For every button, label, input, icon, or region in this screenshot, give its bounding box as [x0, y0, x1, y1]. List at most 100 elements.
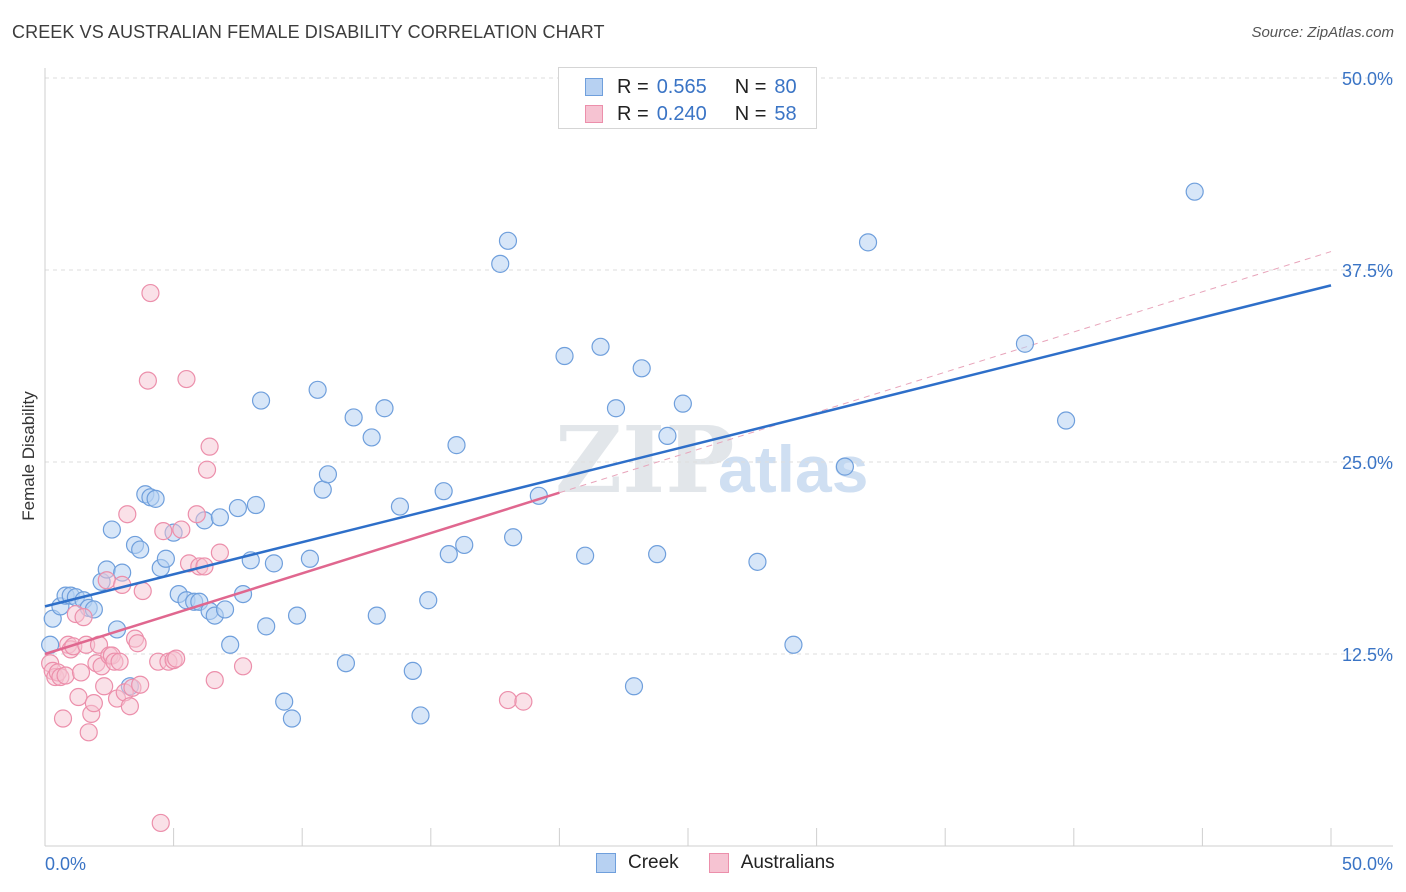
creek-point — [367, 606, 386, 625]
australians-point — [120, 697, 139, 716]
australians-point — [118, 505, 137, 524]
creek-point — [591, 337, 610, 356]
australians-point — [210, 543, 229, 562]
creek-point — [434, 482, 453, 501]
australians-point — [128, 634, 147, 653]
creek-point — [606, 399, 626, 418]
australians-point — [84, 694, 103, 713]
australians-point — [53, 709, 73, 728]
creek-swatch — [585, 78, 603, 96]
watermark-zip: ZIP — [555, 406, 734, 514]
creek-point — [784, 635, 803, 654]
australians-r-value: 0.240 — [656, 102, 707, 125]
x-tick-label-min: 0.0% — [45, 854, 86, 874]
australians-point — [514, 692, 533, 711]
creek-point — [275, 692, 294, 711]
australians-point — [197, 460, 217, 479]
creek-point — [447, 436, 466, 455]
y-tick-label: 12.5% — [1342, 645, 1393, 665]
australians-point — [498, 690, 518, 710]
creek-trend-line — [44, 284, 1332, 608]
creek-point — [282, 709, 302, 728]
creek-point — [308, 380, 327, 399]
australians-point — [71, 663, 91, 682]
australians-point — [154, 522, 173, 541]
creek-point — [648, 545, 667, 564]
y-tick-label: 25.0% — [1342, 453, 1393, 473]
australians-n-value: 58 — [774, 102, 797, 125]
creek-n-label: N = — [734, 75, 767, 98]
australians-point — [167, 649, 186, 668]
creek-point — [131, 540, 150, 559]
australians-swatch — [585, 105, 603, 123]
legend-item-creek[interactable]: Creek — [596, 852, 679, 874]
australians-point — [200, 437, 219, 456]
australians-point — [177, 369, 196, 389]
creek-point — [264, 554, 284, 573]
creek-point — [555, 346, 574, 366]
creek-point — [491, 254, 510, 273]
creek-point — [1015, 334, 1035, 353]
australians-point — [133, 581, 152, 601]
creek-point — [336, 654, 356, 673]
creek-point — [1185, 182, 1204, 201]
creek-point — [251, 391, 271, 410]
australians-point — [172, 520, 191, 539]
creek-point — [835, 457, 854, 476]
creek-point — [411, 706, 430, 725]
australians-points — [41, 283, 533, 833]
australians-point — [74, 608, 93, 627]
stats-legend: R = 0.565 N = 80 R = 0.240 N = 58 — [558, 67, 817, 129]
australians-point — [233, 657, 253, 676]
creek-point — [221, 635, 240, 654]
creek-point — [498, 231, 518, 250]
x-tick-label-max: 50.0% — [1342, 854, 1393, 874]
creek-point — [344, 408, 363, 427]
creek-point — [624, 677, 644, 696]
creek-point — [504, 528, 523, 547]
creek-n-value: 80 — [774, 75, 797, 98]
australians-point — [205, 671, 224, 690]
australians-legend-label: Australians — [740, 852, 835, 873]
australians-point — [131, 675, 150, 694]
creek-point — [287, 606, 307, 625]
y-tick-label: 37.5% — [1342, 261, 1393, 281]
creek-point — [439, 545, 458, 564]
creek-legend-swatch — [596, 853, 616, 873]
australians-point — [79, 723, 98, 742]
australians-point — [141, 283, 160, 303]
creek-point — [658, 426, 677, 445]
creek-point — [215, 600, 235, 619]
australians-point — [151, 813, 170, 833]
creek-point — [102, 520, 121, 539]
legend-item-australians[interactable]: Australians — [708, 852, 835, 874]
australians-point — [97, 571, 116, 590]
creek-point — [632, 359, 651, 378]
creek-point — [228, 498, 247, 518]
creek-point — [246, 495, 266, 515]
creek-point — [419, 591, 438, 610]
y-axis-title: Female Disability — [19, 391, 38, 521]
australians-point — [187, 505, 206, 524]
australians-trend-extension — [559, 251, 1332, 494]
creek-point — [390, 497, 410, 516]
creek-point — [375, 399, 394, 418]
creek-point — [318, 465, 338, 484]
creek-point — [455, 535, 474, 555]
creek-point — [210, 508, 229, 527]
creek-points — [41, 182, 1204, 728]
australians-trend-line — [44, 491, 560, 656]
australians-legend-swatch — [708, 853, 729, 873]
australians-point — [138, 371, 157, 390]
legend-row-australians: R = 0.240 N = 58 — [585, 102, 797, 126]
creek-point — [1056, 411, 1076, 430]
y-tick-label: 50.0% — [1342, 69, 1393, 89]
creek-point — [403, 661, 422, 680]
australians-point — [110, 652, 129, 671]
creek-point — [146, 489, 165, 508]
australians-r-label: R = — [617, 102, 649, 125]
chart-title: CREEK VS AUSTRALIAN FEMALE DISABILITY CO… — [12, 22, 605, 42]
australians-n-label: N = — [734, 102, 767, 125]
source-attribution: Source: ZipAtlas.com — [1251, 24, 1394, 41]
